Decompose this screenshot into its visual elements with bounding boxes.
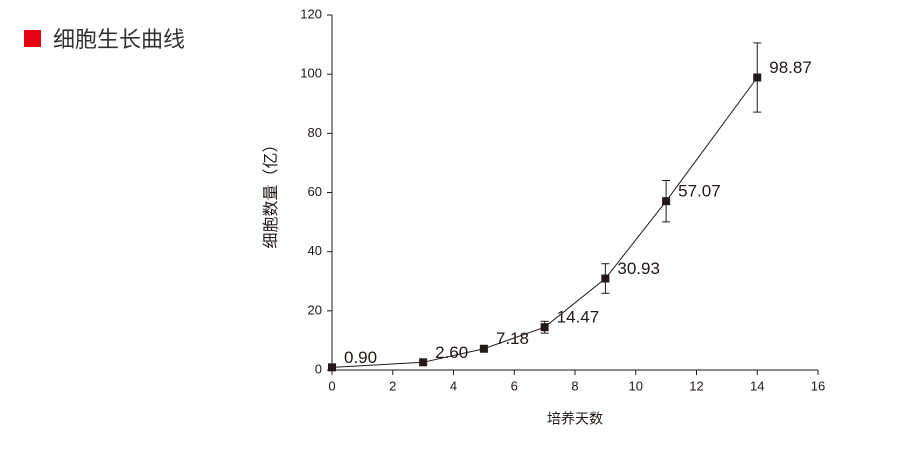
point bbox=[540, 323, 549, 332]
x-tick-label: 16 bbox=[811, 378, 825, 393]
data-label: 98.87 bbox=[769, 58, 812, 77]
x-tick-label: 2 bbox=[389, 378, 396, 393]
x-tick-label: 12 bbox=[689, 378, 703, 393]
point bbox=[662, 197, 671, 206]
point bbox=[601, 274, 610, 283]
data-label: 0.90 bbox=[344, 348, 377, 367]
x-tick-label: 8 bbox=[571, 378, 578, 393]
y-tick-label: 40 bbox=[308, 243, 322, 258]
y-axis-label: 细胞数量（亿） bbox=[262, 136, 280, 248]
data-label: 14.47 bbox=[557, 308, 600, 327]
point bbox=[479, 344, 488, 353]
heading: 细胞生长曲线 bbox=[24, 22, 185, 54]
y-tick-label: 120 bbox=[300, 6, 322, 21]
heading-text: 细胞生长曲线 bbox=[53, 28, 186, 53]
point bbox=[328, 363, 336, 372]
data-label: 7.18 bbox=[496, 329, 529, 348]
x-tick-label: 14 bbox=[750, 378, 764, 393]
marker-square bbox=[24, 29, 41, 47]
y-tick-label: 100 bbox=[300, 66, 322, 81]
y-tick-label: 0 bbox=[315, 361, 322, 376]
point bbox=[419, 358, 428, 367]
y-tick-label: 80 bbox=[308, 125, 322, 140]
data-label: 30.93 bbox=[617, 259, 660, 278]
data-label: 57.07 bbox=[678, 182, 721, 201]
x-tick-label: 6 bbox=[511, 378, 518, 393]
x-axis-label: 培养天数 bbox=[547, 411, 603, 427]
point bbox=[753, 73, 762, 82]
x-tick-label: 0 bbox=[328, 378, 335, 393]
x-tick-label: 10 bbox=[629, 378, 643, 393]
y-tick-label: 20 bbox=[308, 302, 322, 317]
data-label: 2.60 bbox=[435, 343, 468, 362]
x-tick-label: 4 bbox=[450, 378, 457, 393]
y-tick-label: 60 bbox=[308, 184, 322, 199]
